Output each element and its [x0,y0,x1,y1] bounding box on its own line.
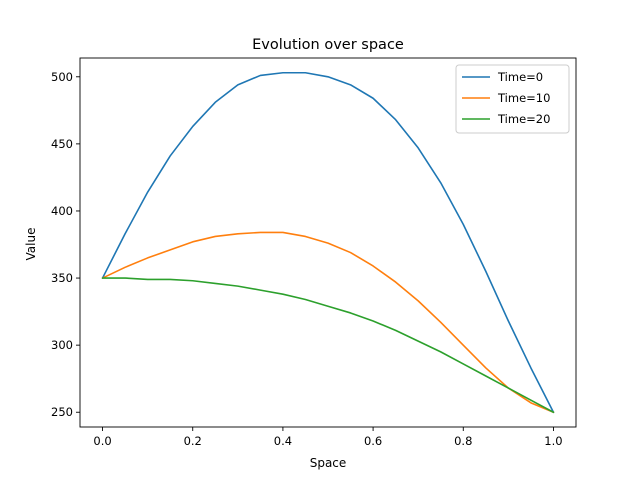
y-tick-label: 500 [51,70,73,84]
y-tick-label: 250 [51,405,73,419]
legend-label-2: Time=10 [497,91,550,105]
legend: Time=0 Time=10 Time=20 [455,64,570,134]
plot-area [79,57,577,428]
axes-frame [79,57,577,428]
legend-box [455,64,570,134]
chart-title: Evolution over space [252,37,404,53]
y-tick-label: 400 [51,204,73,218]
x-tick-label: 0.0 [93,434,111,448]
x-tick-label: 0.2 [184,434,202,448]
y-tick-label: 300 [51,338,73,352]
series-line-1 [101,71,555,414]
x-tick-label: 0.8 [454,434,472,448]
legend-label-1: Time=0 [497,70,543,84]
x-tick-label: 0.6 [364,434,382,448]
x-axis-label: Space [310,456,347,470]
y-axis-ticks: 250 300 350 400 450 500 [51,70,80,419]
legend-label-3: Time=20 [497,112,550,126]
y-tick-label: 350 [51,271,73,285]
y-axis-label: Value [24,228,38,261]
series-line-3 [101,277,555,414]
x-tick-label: 0.4 [274,434,292,448]
series-line-2 [101,231,555,414]
y-tick-label: 450 [51,137,73,151]
x-tick-label: 1.0 [544,434,562,448]
x-axis-ticks: 0.0 0.2 0.4 0.6 0.8 1.0 [93,427,563,448]
